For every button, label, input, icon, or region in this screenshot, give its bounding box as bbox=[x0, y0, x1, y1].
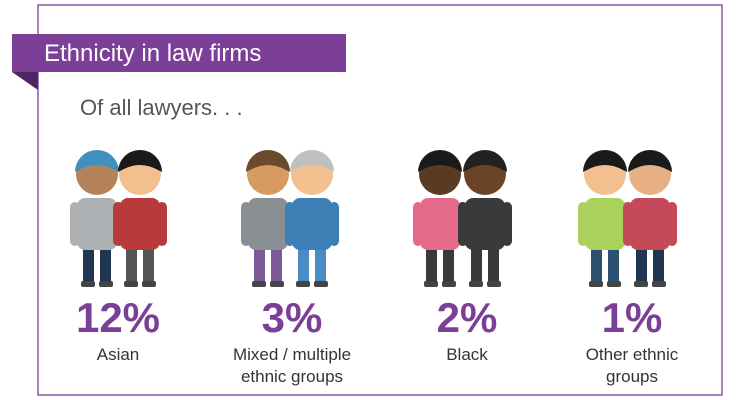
shoe bbox=[142, 281, 156, 287]
person bbox=[623, 150, 677, 287]
hair bbox=[246, 150, 290, 172]
leg bbox=[471, 245, 482, 283]
group-label: Other ethnic bbox=[586, 345, 679, 364]
torso bbox=[77, 198, 117, 250]
hair bbox=[628, 150, 672, 172]
group-label: ethnic groups bbox=[241, 367, 343, 386]
torso bbox=[248, 198, 288, 250]
person bbox=[285, 150, 339, 287]
percentage: 3% bbox=[262, 294, 323, 341]
group: 2% Black bbox=[437, 294, 498, 364]
group-label: Asian bbox=[97, 345, 140, 364]
shoe bbox=[424, 281, 438, 287]
leg bbox=[426, 245, 437, 283]
title: Ethnicity in law firms bbox=[44, 40, 261, 67]
group: 3% Mixed / multiple ethnic groups bbox=[233, 294, 351, 386]
shoe bbox=[99, 281, 113, 287]
shoe bbox=[634, 281, 648, 287]
leg bbox=[83, 245, 94, 283]
shoe bbox=[270, 281, 284, 287]
people-illustrations bbox=[70, 150, 677, 287]
torso bbox=[120, 198, 160, 250]
shoe bbox=[314, 281, 328, 287]
person bbox=[458, 150, 512, 287]
hair bbox=[290, 150, 334, 172]
leg bbox=[271, 245, 282, 283]
shoe bbox=[487, 281, 501, 287]
leg bbox=[100, 245, 111, 283]
banner-fold bbox=[12, 72, 38, 90]
groups: 12% Asian 3% Mixed / multiple ethnic groups 2… bbox=[76, 294, 679, 386]
title-banner bbox=[12, 34, 346, 72]
leg bbox=[254, 245, 265, 283]
shoe bbox=[589, 281, 603, 287]
person bbox=[113, 150, 167, 287]
hair bbox=[118, 150, 162, 172]
leg bbox=[443, 245, 454, 283]
leg bbox=[591, 245, 602, 283]
percentage: 12% bbox=[76, 294, 160, 341]
torso bbox=[292, 198, 332, 250]
group-label: Mixed / multiple bbox=[233, 345, 351, 364]
shoe bbox=[296, 281, 310, 287]
group: 12% Asian bbox=[76, 294, 160, 364]
person bbox=[413, 150, 467, 287]
shoe bbox=[124, 281, 138, 287]
leg bbox=[315, 245, 326, 283]
leg bbox=[298, 245, 309, 283]
group: 1% Other ethnic groups bbox=[586, 294, 679, 386]
torso bbox=[630, 198, 670, 250]
hair bbox=[583, 150, 627, 172]
percentage: 2% bbox=[437, 294, 498, 341]
shoe bbox=[252, 281, 266, 287]
subtitle: Of all lawyers. . . bbox=[80, 95, 243, 120]
hair bbox=[418, 150, 462, 172]
group-label: Black bbox=[446, 345, 488, 364]
shoe bbox=[607, 281, 621, 287]
torso bbox=[585, 198, 625, 250]
shoe bbox=[652, 281, 666, 287]
torso bbox=[465, 198, 505, 250]
hair bbox=[75, 150, 119, 172]
percentage: 1% bbox=[602, 294, 663, 341]
leg bbox=[653, 245, 664, 283]
leg bbox=[636, 245, 647, 283]
shoe bbox=[442, 281, 456, 287]
leg bbox=[126, 245, 137, 283]
shoe bbox=[469, 281, 483, 287]
leg bbox=[143, 245, 154, 283]
torso bbox=[420, 198, 460, 250]
leg bbox=[488, 245, 499, 283]
group-label: groups bbox=[606, 367, 658, 386]
shoe bbox=[81, 281, 95, 287]
leg bbox=[608, 245, 619, 283]
hair bbox=[463, 150, 507, 172]
